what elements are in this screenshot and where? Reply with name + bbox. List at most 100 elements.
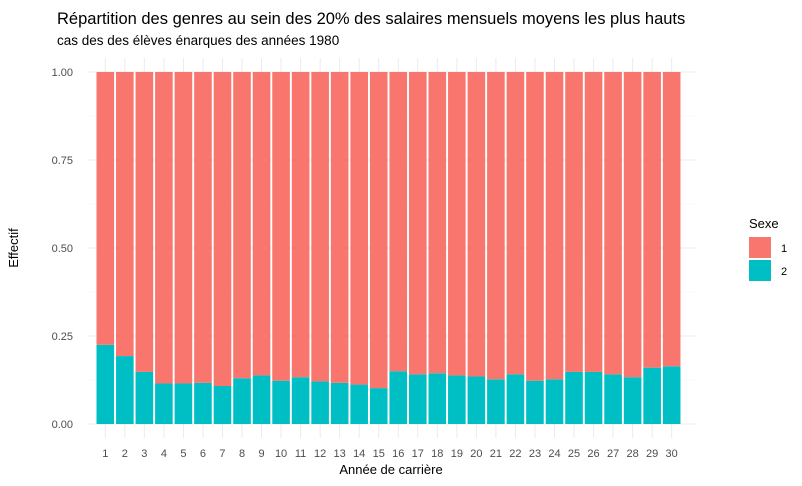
bar-sexe-2-annee-1 bbox=[96, 344, 115, 424]
x-tick-label: 14 bbox=[353, 448, 365, 460]
bar-sexe-1-annee-6 bbox=[194, 72, 212, 383]
bar-sexe-2-annee-11 bbox=[291, 377, 310, 424]
bar-sexe-2-annee-29 bbox=[643, 367, 661, 424]
bar-sexe-1-annee-15 bbox=[369, 72, 388, 389]
bar-sexe-1-annee-13 bbox=[330, 72, 349, 383]
x-tick-label: 22 bbox=[509, 448, 521, 460]
x-tick-label: 15 bbox=[373, 448, 385, 460]
x-tick-label: 6 bbox=[200, 448, 206, 460]
bar-sexe-1-annee-21 bbox=[487, 72, 505, 380]
y-tick-label: 0.50 bbox=[52, 243, 73, 255]
x-tick-label: 1 bbox=[102, 448, 108, 460]
y-axis-label: Effectif bbox=[6, 228, 21, 268]
bar-sexe-1-annee-24 bbox=[545, 72, 564, 380]
bar-sexe-1-annee-12 bbox=[311, 72, 329, 382]
x-tick-label: 29 bbox=[646, 448, 658, 460]
x-axis-label: Année de carrière bbox=[339, 462, 442, 477]
x-tick-label: 4 bbox=[161, 448, 167, 460]
bar-sexe-2-annee-23 bbox=[526, 380, 544, 424]
chart-title: Répartition des genres au sein des 20% d… bbox=[57, 10, 685, 28]
bar-sexe-1-annee-30 bbox=[662, 72, 681, 367]
bar-sexe-2-annee-2 bbox=[116, 356, 134, 424]
y-tick-label: 0.00 bbox=[52, 419, 73, 431]
bar-sexe-2-annee-27 bbox=[604, 374, 622, 424]
x-tick-label: 30 bbox=[666, 448, 678, 460]
x-tick-label: 17 bbox=[412, 448, 424, 460]
bar-sexe-2-annee-5 bbox=[174, 383, 193, 424]
bar-sexe-1-annee-27 bbox=[604, 72, 622, 375]
x-tick-label: 26 bbox=[587, 448, 599, 460]
bar-sexe-1-annee-25 bbox=[565, 72, 583, 372]
bar-sexe-1-annee-16 bbox=[389, 72, 408, 372]
x-tick-label: 28 bbox=[626, 448, 638, 460]
legend-label-1: 1 bbox=[781, 243, 787, 255]
bar-sexe-2-annee-20 bbox=[467, 376, 486, 424]
chart-subtitle: cas des des élèves énarques des années 1… bbox=[57, 33, 339, 48]
bar-sexe-2-annee-25 bbox=[565, 371, 583, 424]
bar-sexe-1-annee-11 bbox=[291, 72, 310, 378]
bar-sexe-1-annee-23 bbox=[526, 72, 544, 381]
x-tick-label: 19 bbox=[451, 448, 463, 460]
x-tick-label: 24 bbox=[548, 448, 560, 460]
bar-sexe-1-annee-22 bbox=[506, 72, 525, 375]
bar-sexe-2-annee-17 bbox=[408, 374, 427, 424]
bar-sexe-1-annee-26 bbox=[584, 72, 603, 372]
y-tick-label: 0.75 bbox=[52, 155, 73, 167]
bar-sexe-2-annee-16 bbox=[389, 371, 408, 424]
bar-sexe-1-annee-1 bbox=[96, 72, 115, 345]
legend-items: 12 bbox=[749, 237, 787, 281]
y-ticks: 0.00 0.25 0.50 0.75 1.00 bbox=[52, 67, 73, 431]
x-tick-label: 11 bbox=[295, 448, 306, 460]
legend-label-2: 2 bbox=[781, 266, 787, 278]
bar-sexe-2-annee-3 bbox=[135, 371, 154, 424]
x-tick-label: 18 bbox=[431, 448, 443, 460]
bar-sexe-2-annee-19 bbox=[448, 375, 466, 424]
bar-sexe-1-annee-3 bbox=[135, 72, 154, 372]
x-tick-label: 2 bbox=[122, 448, 128, 460]
bar-sexe-2-annee-22 bbox=[506, 374, 525, 424]
bar-sexe-2-annee-9 bbox=[252, 375, 271, 424]
bar-sexe-2-annee-10 bbox=[272, 380, 290, 424]
x-tick-label: 7 bbox=[219, 448, 225, 460]
x-tick-label: 16 bbox=[392, 448, 404, 460]
x-ticks: 1 2 3 4 5 6 7 8 9 10 11 12 13 14 15 16 17 18 19 20 21 22 23 24 2… bbox=[102, 448, 678, 460]
bar-sexe-1-annee-8 bbox=[233, 72, 251, 379]
bar-sexe-2-annee-13 bbox=[330, 382, 349, 424]
bar-sexe-1-annee-17 bbox=[408, 72, 427, 375]
bar-sexe-2-annee-6 bbox=[194, 382, 212, 424]
x-tick-label: 23 bbox=[529, 448, 541, 460]
bar-sexe-2-annee-26 bbox=[584, 371, 603, 424]
bar-sexe-1-annee-4 bbox=[155, 72, 173, 384]
bar-sexe-2-annee-4 bbox=[155, 383, 173, 424]
bar-sexe-1-annee-20 bbox=[467, 72, 486, 377]
bar-sexe-2-annee-30 bbox=[662, 366, 681, 424]
bar-sexe-1-annee-5 bbox=[174, 72, 193, 384]
legend-title: Sexe bbox=[749, 216, 779, 231]
bar-sexe-1-annee-18 bbox=[428, 72, 447, 374]
x-tick-label: 12 bbox=[314, 448, 326, 460]
bar-sexe-2-annee-14 bbox=[350, 384, 368, 424]
bar-sexe-2-annee-15 bbox=[369, 388, 388, 424]
bar-sexe-2-annee-18 bbox=[428, 373, 447, 424]
bar-sexe-1-annee-7 bbox=[213, 72, 232, 386]
bar-sexe-2-annee-7 bbox=[213, 385, 232, 424]
x-tick-label: 8 bbox=[239, 448, 245, 460]
x-tick-label: 20 bbox=[470, 448, 482, 460]
bar-sexe-1-annee-10 bbox=[272, 72, 290, 381]
x-tick-label: 13 bbox=[334, 448, 346, 460]
legend-key-2 bbox=[749, 260, 771, 281]
x-tick-label: 27 bbox=[607, 448, 619, 460]
y-tick-label: 1.00 bbox=[52, 67, 73, 79]
bar-sexe-2-annee-12 bbox=[311, 381, 329, 424]
x-tick-label: 9 bbox=[258, 448, 264, 460]
x-tick-label: 21 bbox=[490, 448, 502, 460]
y-tick-label: 0.25 bbox=[52, 331, 73, 343]
bar-sexe-2-annee-24 bbox=[545, 379, 564, 424]
x-tick-label: 5 bbox=[180, 448, 186, 460]
legend: Sexe 12 bbox=[749, 216, 787, 281]
bar-sexe-1-annee-19 bbox=[448, 72, 466, 376]
bar-sexe-1-annee-14 bbox=[350, 72, 368, 385]
bar-sexe-2-annee-8 bbox=[233, 378, 251, 424]
x-tick-label: 3 bbox=[141, 448, 147, 460]
